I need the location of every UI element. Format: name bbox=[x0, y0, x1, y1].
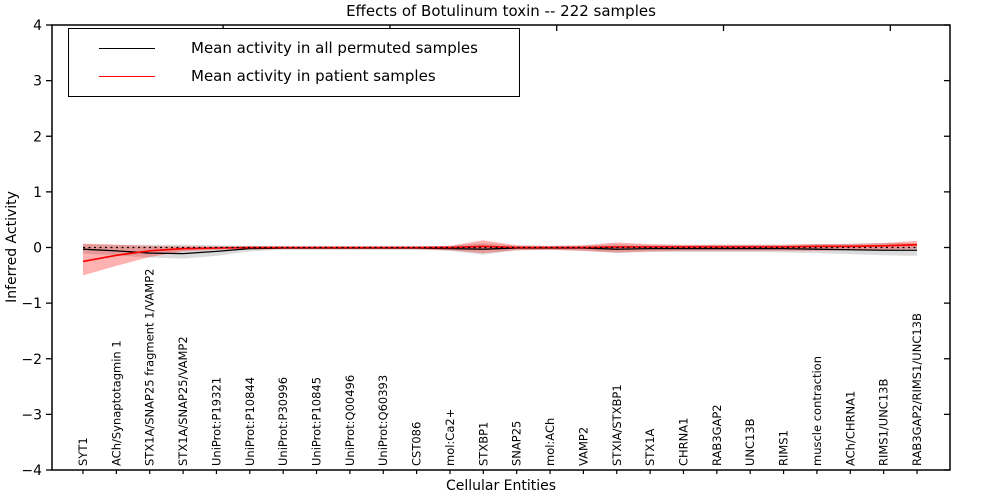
permuted-mean-line bbox=[82, 247, 917, 255]
legend-label-patient: Mean activity in patient samples bbox=[191, 67, 436, 85]
x-category-label: SYT1 bbox=[76, 437, 90, 466]
legend-label-permuted: Mean activity in all permuted samples bbox=[191, 39, 478, 57]
x-category-label: mol:ACh bbox=[543, 418, 557, 466]
y-tick-label: −3 bbox=[21, 407, 42, 423]
x-category-label: STX1A/SNAP25 fragment 1/VAMP2 bbox=[143, 269, 157, 466]
y-tick-label: −4 bbox=[21, 463, 42, 479]
x-category-label: RIMS1 bbox=[777, 430, 791, 466]
x-category-label: muscle contraction bbox=[810, 356, 824, 466]
y-tick-label: −2 bbox=[21, 352, 42, 368]
chart-title: Effects of Botulinum toxin -- 222 sample… bbox=[346, 2, 656, 20]
legend: Mean activity in all permuted samples Me… bbox=[68, 28, 520, 97]
x-category-label: UniProt:P10844 bbox=[243, 377, 257, 466]
x-category-label: CHRNA1 bbox=[676, 418, 690, 466]
x-category-label: ACh/CHRNA1 bbox=[843, 391, 857, 466]
x-category-label: UniProt:P19321 bbox=[209, 377, 223, 466]
x-category-label: UniProt:P10845 bbox=[310, 377, 324, 466]
y-tick-label: 0 bbox=[33, 241, 42, 257]
x-category-label: STXIA/STXBP1 bbox=[610, 384, 624, 466]
y-tick-label: 4 bbox=[33, 18, 42, 34]
x-category-label: STXBP1 bbox=[476, 422, 490, 466]
x-category-label: SNAP25 bbox=[510, 421, 524, 466]
x-category-label: UNC13B bbox=[743, 418, 757, 466]
x-axis-label: Cellular Entities bbox=[445, 478, 557, 494]
x-category-label: UniProt:Q60393 bbox=[376, 375, 390, 466]
x-category-label: UniProt:Q00496 bbox=[343, 375, 357, 466]
x-category-label: RAB3GAP2/RIMS1/UNC13B bbox=[910, 313, 924, 466]
y-tick-label: 2 bbox=[33, 129, 42, 145]
legend-entry-permuted: Mean activity in all permuted samples bbox=[69, 34, 519, 62]
y-tick-label: 1 bbox=[33, 185, 42, 201]
x-category-label: STX1A/SNAP25/VAMP2 bbox=[176, 336, 190, 466]
y-axis-label: Inferred Activity bbox=[4, 191, 20, 303]
patient-line-swatch bbox=[99, 75, 155, 77]
y-tick-label: 3 bbox=[33, 74, 42, 90]
y-tick-label: −1 bbox=[21, 296, 42, 312]
legend-entry-patient: Mean activity in patient samples bbox=[69, 62, 519, 90]
x-category-label: CST086 bbox=[410, 422, 424, 466]
x-category-label: STX1A bbox=[643, 428, 657, 466]
x-category-label: UniProt:P30996 bbox=[276, 377, 290, 466]
permuted-line-swatch bbox=[99, 47, 155, 49]
x-category-label: RIMS1/UNC13B bbox=[877, 379, 891, 466]
x-category-label: ACh/Synaptotagmin 1 bbox=[109, 340, 123, 466]
x-category-label: RAB3GAP2 bbox=[710, 404, 724, 466]
x-category-label: VAMP2 bbox=[576, 427, 590, 466]
x-category-label: mol:Ca2+ bbox=[443, 409, 457, 466]
